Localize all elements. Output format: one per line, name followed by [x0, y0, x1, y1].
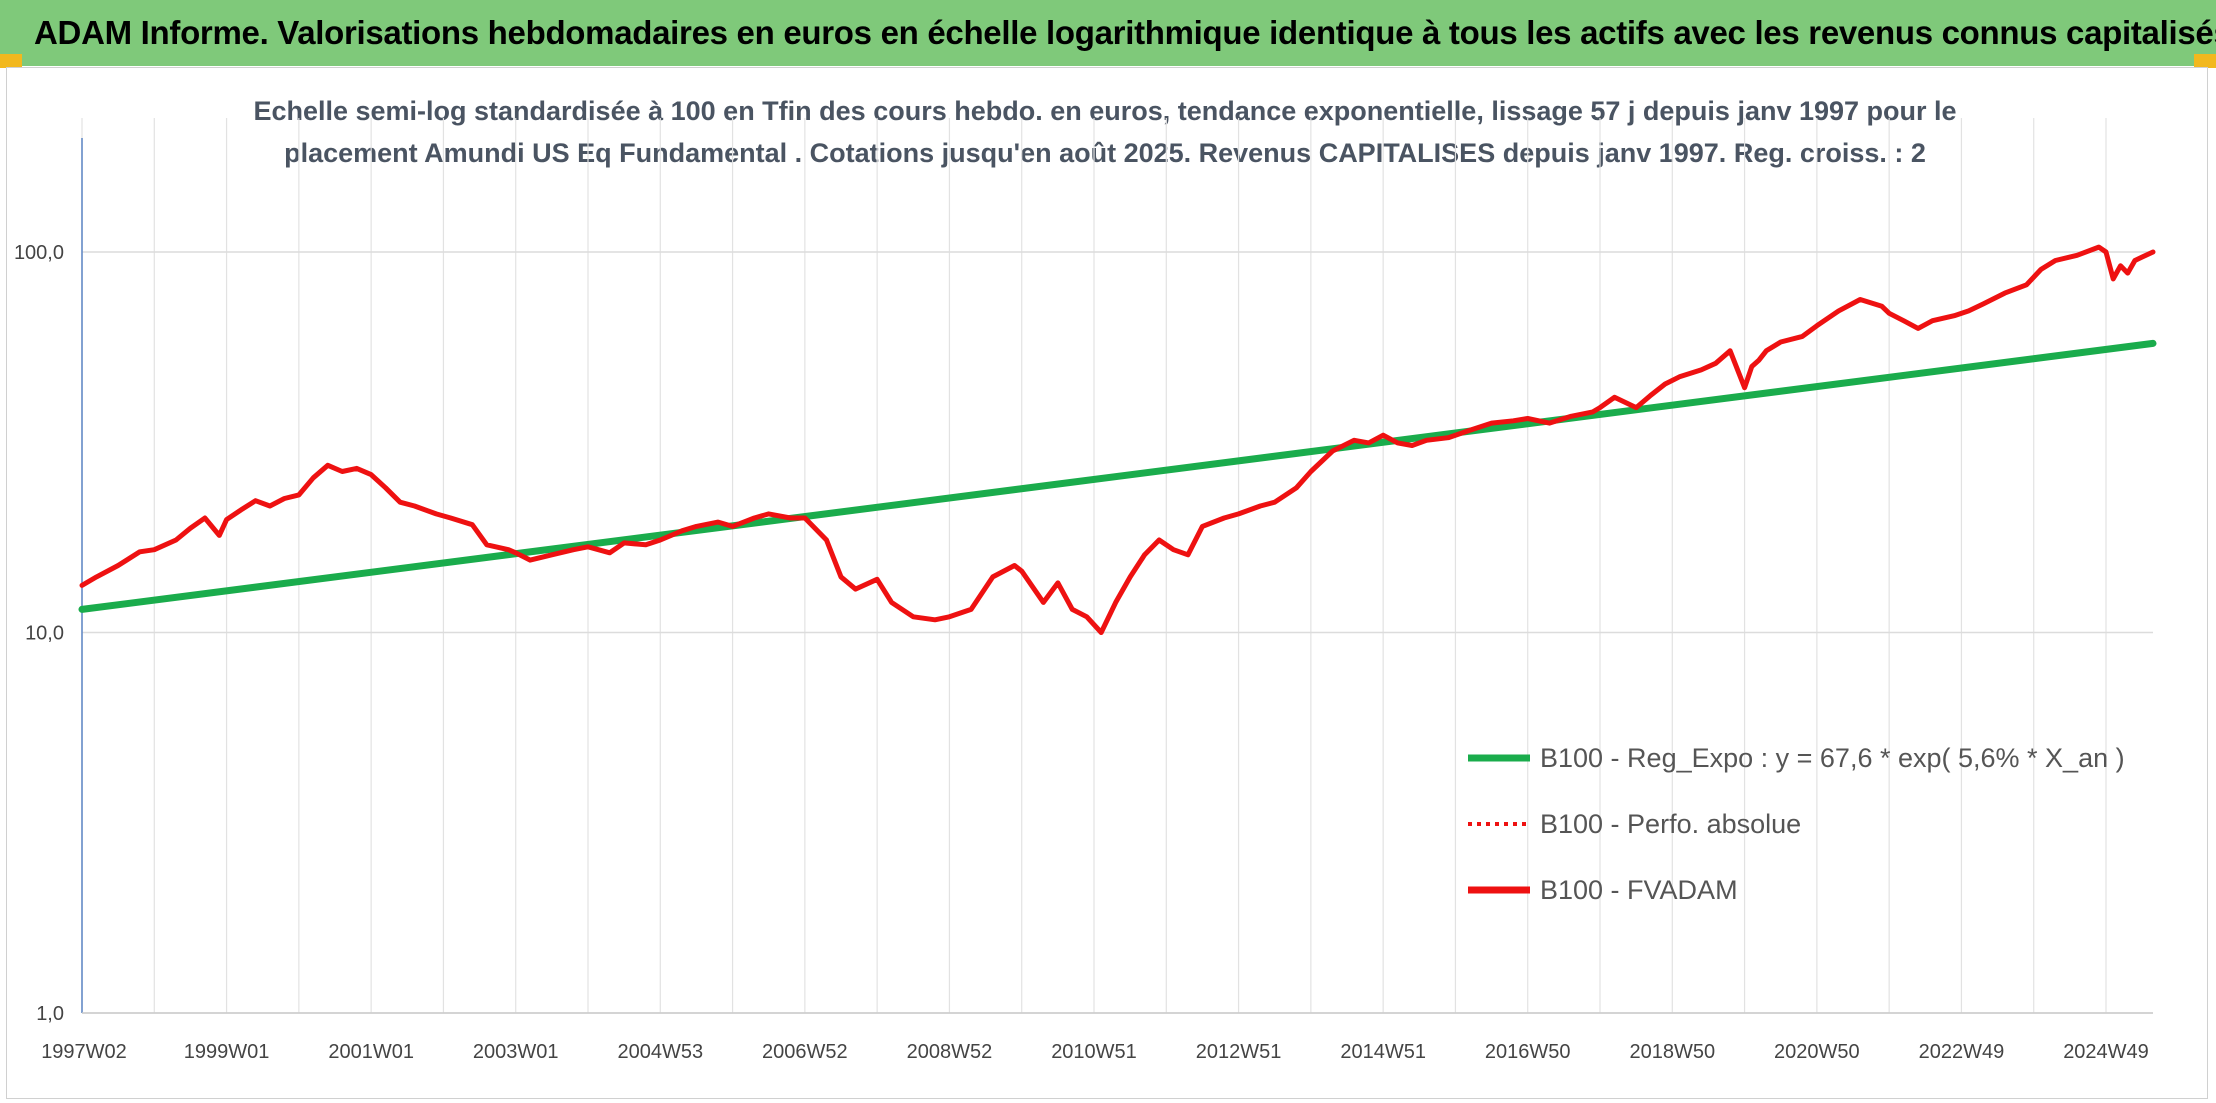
legend: B100 - Reg_Expo : y = 67,6 * exp( 5,6% *… — [1468, 743, 2125, 905]
legend-label: B100 - FVADAM — [1540, 875, 1738, 905]
x-tick-label: 2022W49 — [1919, 1041, 2005, 1063]
x-tick-label: 1999W01 — [184, 1041, 270, 1063]
x-tick-label: 2010W51 — [1051, 1041, 1137, 1063]
x-tick-label: 2012W51 — [1196, 1041, 1282, 1063]
series-trend-line — [78, 339, 2157, 613]
x-tick-label: 2006W52 — [762, 1041, 848, 1063]
chart-frame — [6, 67, 2208, 1099]
banner-corner-left — [0, 54, 22, 68]
x-tick-label: 2001W01 — [328, 1041, 414, 1063]
x-tick-label: 2024W49 — [2063, 1041, 2149, 1063]
report-title: ADAM Informe. Valorisations hebdomadaire… — [34, 14, 2216, 51]
x-tick-label: 1997W02 — [41, 1041, 127, 1063]
x-tick-label: 2004W53 — [617, 1041, 703, 1063]
x-tick-label: 2016W50 — [1485, 1041, 1571, 1063]
x-tick-label: 2003W01 — [473, 1041, 559, 1063]
series-layer — [78, 244, 2157, 635]
banner-corner-right — [2194, 54, 2216, 68]
report-banner: ADAM Informe. Valorisations hebdomadaire… — [0, 0, 2216, 66]
y-tick-label: 100,0 — [14, 242, 64, 264]
y-tick-label: 1,0 — [36, 1003, 64, 1025]
y-tick-label: 10,0 — [25, 623, 64, 645]
series-fvadam-line — [79, 244, 2156, 635]
x-tick-label: 2008W52 — [907, 1041, 993, 1063]
x-tick-label: 2020W50 — [1774, 1041, 1860, 1063]
x-tick-label: 2014W51 — [1340, 1041, 1426, 1063]
legend-label: B100 - Perfo. absolue — [1540, 809, 1801, 839]
legend-label: B100 - Reg_Expo : y = 67,6 * exp( 5,6% *… — [1540, 743, 2125, 773]
x-tick-label: 2018W50 — [1629, 1041, 1715, 1063]
axes-layer: 1,0 10,0 100,0 1997W02 1999W01 2001W01 2003W01… — [14, 138, 2153, 1063]
grid-layer — [81, 118, 2153, 1014]
